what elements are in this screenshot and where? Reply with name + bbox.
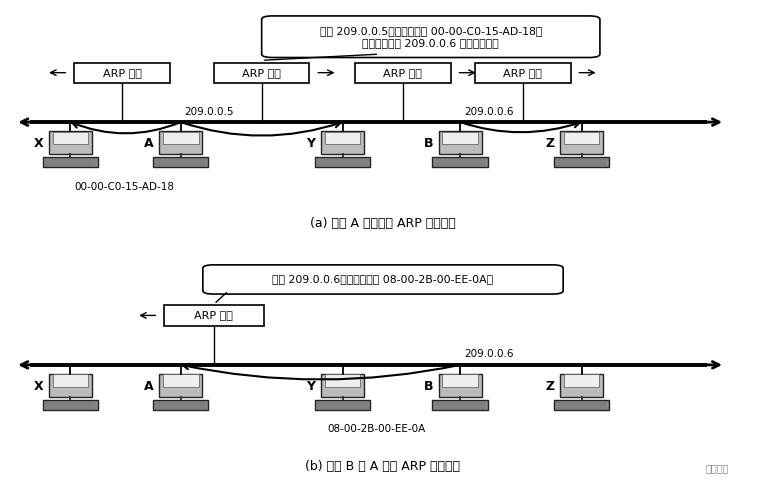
FancyBboxPatch shape: [153, 400, 208, 410]
FancyBboxPatch shape: [433, 400, 488, 410]
FancyBboxPatch shape: [53, 131, 88, 144]
Text: 08-00-2B-00-EE-0A: 08-00-2B-00-EE-0A: [328, 425, 426, 434]
FancyBboxPatch shape: [153, 157, 208, 167]
Text: Z: Z: [545, 380, 555, 393]
Text: ARP 请求: ARP 请求: [242, 68, 281, 77]
FancyBboxPatch shape: [163, 375, 198, 387]
FancyBboxPatch shape: [43, 400, 98, 410]
FancyBboxPatch shape: [442, 375, 478, 387]
FancyBboxPatch shape: [49, 374, 92, 396]
FancyBboxPatch shape: [560, 131, 603, 154]
FancyBboxPatch shape: [554, 400, 609, 410]
FancyBboxPatch shape: [321, 374, 364, 396]
FancyBboxPatch shape: [163, 131, 198, 144]
FancyBboxPatch shape: [214, 62, 309, 83]
FancyBboxPatch shape: [262, 16, 600, 57]
FancyBboxPatch shape: [325, 131, 361, 144]
Text: A: A: [144, 380, 153, 393]
Text: X: X: [34, 137, 43, 150]
Text: Y: Y: [306, 137, 316, 150]
Text: 我是 209.0.0.6，硬件地址是 08-00-2B-00-EE-0A。: 我是 209.0.0.6，硬件地址是 08-00-2B-00-EE-0A。: [273, 275, 493, 284]
Text: Z: Z: [545, 137, 555, 150]
Text: B: B: [424, 137, 433, 150]
FancyBboxPatch shape: [442, 131, 478, 144]
FancyBboxPatch shape: [164, 305, 264, 325]
Text: (a) 主机 A 广播发送 ARP 请求分组: (a) 主机 A 广播发送 ARP 请求分组: [310, 217, 456, 230]
Text: (b) 主机 B 向 A 发送 ARP 响应分组: (b) 主机 B 向 A 发送 ARP 响应分组: [306, 460, 460, 473]
Text: A: A: [144, 137, 153, 150]
Text: B: B: [424, 380, 433, 393]
FancyBboxPatch shape: [564, 131, 600, 144]
FancyBboxPatch shape: [315, 157, 370, 167]
FancyBboxPatch shape: [439, 131, 482, 154]
Text: ARP 响应: ARP 响应: [195, 310, 234, 320]
FancyBboxPatch shape: [203, 265, 563, 294]
FancyBboxPatch shape: [49, 131, 92, 154]
FancyBboxPatch shape: [74, 62, 170, 83]
FancyBboxPatch shape: [325, 375, 361, 387]
Text: 我想知道主机 209.0.0.6 的硬件地址。: 我想知道主机 209.0.0.6 的硬件地址。: [362, 38, 499, 48]
Text: 209.0.0.6: 209.0.0.6: [464, 107, 513, 116]
Text: ARP 请求: ARP 请求: [503, 68, 542, 77]
FancyBboxPatch shape: [53, 375, 88, 387]
FancyBboxPatch shape: [439, 374, 482, 396]
Text: 创新互联: 创新互联: [705, 463, 728, 473]
FancyBboxPatch shape: [321, 131, 364, 154]
Text: 209.0.0.5: 209.0.0.5: [185, 107, 234, 116]
FancyBboxPatch shape: [554, 157, 609, 167]
Text: 00-00-C0-15-AD-18: 00-00-C0-15-AD-18: [74, 182, 174, 192]
Text: 209.0.0.6: 209.0.0.6: [464, 349, 513, 359]
FancyBboxPatch shape: [43, 157, 98, 167]
FancyBboxPatch shape: [159, 374, 202, 396]
FancyBboxPatch shape: [315, 400, 370, 410]
Text: ARP 请求: ARP 请求: [103, 68, 142, 77]
FancyBboxPatch shape: [564, 375, 600, 387]
Text: X: X: [34, 380, 43, 393]
FancyBboxPatch shape: [433, 157, 488, 167]
FancyBboxPatch shape: [159, 131, 202, 154]
FancyBboxPatch shape: [355, 62, 450, 83]
FancyBboxPatch shape: [560, 374, 603, 396]
Text: ARP 请求: ARP 请求: [384, 68, 422, 77]
FancyBboxPatch shape: [475, 62, 571, 83]
Text: 我是 209.0.0.5，硬件地址是 00-00-C0-15-AD-18。: 我是 209.0.0.5，硬件地址是 00-00-C0-15-AD-18。: [319, 26, 542, 36]
Text: Y: Y: [306, 380, 316, 393]
